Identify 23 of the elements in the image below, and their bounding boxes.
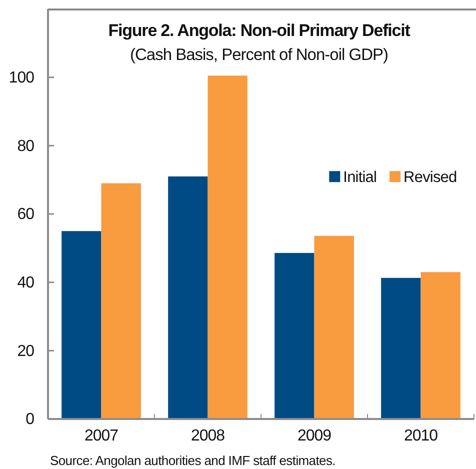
y-tick-label: 0 xyxy=(26,411,35,428)
legend-label: Initial xyxy=(343,169,377,186)
text: (Cash Basis, Percent of Non-oil GDP) xyxy=(130,46,388,64)
bar xyxy=(314,236,354,419)
x-tick-label: 2008 xyxy=(190,427,226,444)
bar xyxy=(208,76,248,419)
bar xyxy=(274,252,314,419)
y-tick-label: 60 xyxy=(17,206,35,224)
bar xyxy=(381,278,421,419)
source-note: Source: Angolan authorities and IMF staff estimates. xyxy=(50,453,336,468)
y-tick-label: 100 xyxy=(8,69,35,86)
y-tick-label: 80 xyxy=(17,138,35,155)
bar xyxy=(62,231,102,419)
y-tick-label: 20 xyxy=(17,342,35,360)
y-tick-label: 40 xyxy=(17,274,35,292)
legend-label: Revised xyxy=(404,169,457,186)
bar xyxy=(420,272,460,419)
bar xyxy=(168,176,208,419)
text: Figure 2. Angola: Non-oil Primary Deficit xyxy=(108,21,411,40)
bar xyxy=(101,183,141,419)
x-tick-label: 2010 xyxy=(404,427,438,444)
x-tick-label: 2009 xyxy=(297,427,332,444)
x-tick-label: 2007 xyxy=(84,427,119,444)
